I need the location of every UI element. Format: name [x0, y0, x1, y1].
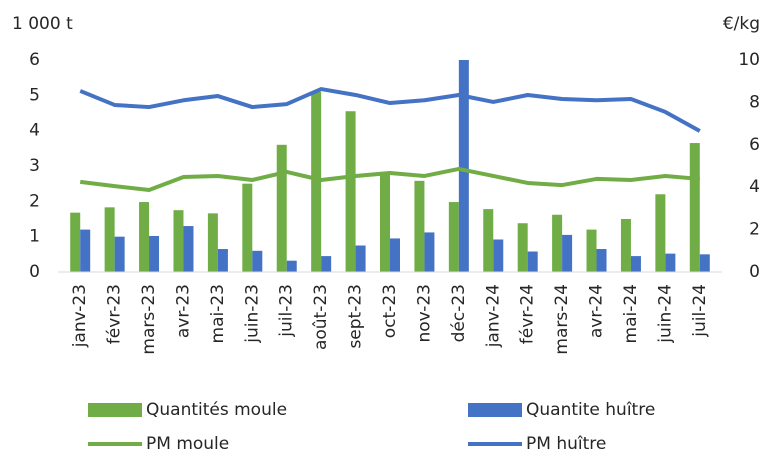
y-tick-label: 4 — [29, 121, 40, 141]
x-tick-label: juil-23 — [277, 284, 297, 338]
bar — [527, 251, 538, 272]
x-tick-label: mai-24 — [621, 284, 641, 343]
legend-swatch — [88, 403, 142, 417]
bar — [276, 144, 287, 272]
y2-tick-label: 2 — [749, 220, 760, 240]
y2-tick-label: 10 — [738, 50, 760, 70]
y2-tick-label: 8 — [749, 92, 760, 112]
bar — [183, 226, 194, 272]
x-tick-label: mars-23 — [139, 284, 159, 355]
x-tick-label: nov-23 — [414, 284, 434, 343]
y2-unit: €/kg — [723, 14, 760, 34]
x-tick-label: mai-23 — [208, 284, 228, 343]
bar — [390, 238, 400, 272]
bar — [699, 254, 710, 272]
bar — [242, 183, 253, 272]
bar — [70, 212, 81, 272]
bar — [355, 245, 366, 272]
bar — [424, 232, 435, 272]
x-tick-label: avr-23 — [173, 284, 193, 338]
bar — [655, 194, 666, 272]
y-unit: 1 000 t — [12, 14, 73, 34]
line — [79, 166, 700, 192]
x-tick-label: oct-23 — [380, 284, 400, 338]
bar — [252, 250, 263, 272]
y2-tick-label: 0 — [749, 262, 760, 282]
x-tick-label: juin-24 — [655, 284, 675, 344]
x-tick-label: janv-24 — [483, 284, 503, 348]
legend-label: PM huître — [526, 434, 606, 454]
bar — [311, 91, 322, 272]
x-tick-label: févr-23 — [105, 284, 125, 344]
bar — [458, 60, 469, 273]
bar — [493, 239, 504, 272]
x-tick-label: janv-23 — [70, 284, 90, 348]
line — [79, 87, 701, 133]
legend-swatch — [468, 403, 522, 417]
y-tick-label: 0 — [29, 262, 40, 282]
y2-tick-label: 6 — [749, 135, 760, 155]
x-tick-label: févr-24 — [518, 284, 538, 344]
legend-label: Quantite huître — [526, 400, 655, 420]
bar — [448, 202, 459, 272]
x-tick-label: juil-24 — [690, 284, 710, 338]
bar — [207, 213, 218, 272]
bar — [630, 256, 641, 272]
bar — [217, 249, 228, 272]
bar — [596, 249, 607, 272]
bar — [345, 111, 356, 272]
bar — [586, 229, 597, 272]
bar — [380, 174, 390, 272]
bar — [517, 223, 528, 272]
x-tick-label: sept-23 — [346, 284, 366, 349]
bar — [104, 207, 115, 272]
bar — [620, 219, 631, 272]
bar — [483, 209, 494, 272]
bar — [286, 260, 297, 272]
bar — [552, 214, 563, 272]
bar — [689, 143, 700, 272]
y-tick-label: 5 — [29, 85, 40, 105]
legend-label: Quantités moule — [146, 400, 287, 420]
bar — [562, 234, 573, 272]
x-tick-label: avr-24 — [587, 284, 607, 338]
bar — [139, 202, 150, 272]
bar — [114, 236, 125, 272]
legend-label: PM moule — [146, 434, 229, 454]
bar — [173, 210, 184, 272]
bar — [414, 180, 425, 272]
y-tick-label: 3 — [29, 156, 40, 176]
bar — [665, 253, 676, 272]
x-tick-label: août-23 — [311, 284, 331, 350]
y-tick-label: 2 — [29, 191, 40, 211]
bar — [80, 229, 91, 272]
x-tick-label: juin-23 — [242, 284, 262, 344]
x-tick-label: mars-24 — [552, 284, 572, 355]
plot-area — [70, 60, 710, 273]
bar — [321, 256, 332, 272]
y-tick-label: 1 — [29, 227, 40, 247]
x-tick-label: déc-23 — [449, 284, 469, 342]
bar — [149, 235, 160, 272]
y-tick-label: 6 — [29, 50, 40, 70]
y2-tick-label: 4 — [749, 177, 760, 197]
